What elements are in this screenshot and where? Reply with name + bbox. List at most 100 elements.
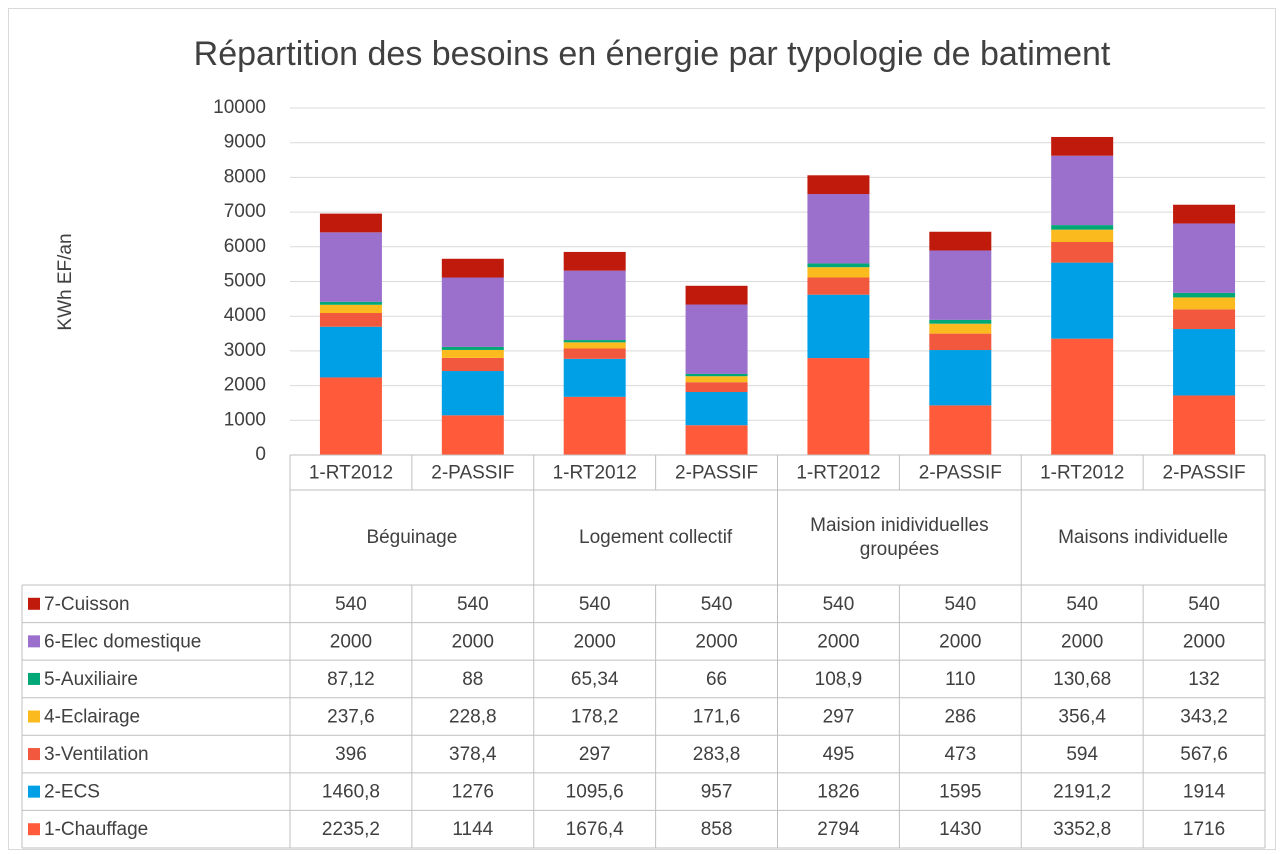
bar-segment [1173, 292, 1236, 298]
group-label-box: Logement collectif [534, 490, 778, 585]
table-cell: 2000 [330, 631, 372, 652]
table-cell: 297 [823, 707, 855, 728]
table-cell: 1095,6 [566, 782, 624, 803]
legend-label: 3-Ventilation [44, 744, 149, 765]
bar-segment [807, 194, 870, 264]
table-cell: 957 [701, 782, 733, 803]
group-label: Maisons individuelle [1058, 526, 1229, 548]
table-cell: 297 [579, 744, 611, 765]
bar-segment [563, 340, 626, 343]
bar-segment [563, 270, 626, 341]
x-tick-label: 1-RT2012 [309, 463, 393, 484]
table-cell: 1826 [817, 782, 859, 803]
y-tick-label: 1000 [224, 409, 266, 430]
x-tick-label: 1-RT2012 [1040, 463, 1124, 484]
legend-label: 7-Cuisson [44, 594, 130, 615]
table-cell: 2000 [452, 631, 494, 652]
table-cell: 495 [823, 744, 855, 765]
table-cell: 343,2 [1180, 707, 1228, 728]
legend-swatch [28, 710, 40, 723]
x-tick-label: 2-PASSIF [919, 463, 1002, 484]
table-cell: 1144 [452, 819, 493, 840]
table-cell: 178,2 [571, 707, 619, 728]
x-tick-label: 2-PASSIF [1163, 463, 1246, 484]
table-cell: 1914 [1183, 782, 1226, 803]
legend-swatch [28, 748, 40, 761]
bar-segment [319, 313, 382, 327]
y-tick-label: 2000 [224, 375, 266, 396]
y-tick-label: 5000 [224, 271, 266, 292]
bar-segment [441, 371, 504, 416]
legend-swatch [28, 785, 40, 798]
bar-segment [563, 251, 626, 271]
table-cell: 540 [579, 594, 611, 615]
y-tick-label: 0 [255, 444, 266, 465]
legend-label: 5-Auxiliaire [44, 669, 138, 690]
bar-segment [929, 405, 992, 455]
legend-swatch [28, 597, 40, 610]
legend-swatch [28, 635, 40, 648]
bar-segment [319, 304, 382, 314]
table-cell: 2235,2 [322, 819, 380, 840]
table-cell: 540 [944, 594, 976, 615]
bar-segment [319, 232, 382, 302]
table-cell: 540 [823, 594, 855, 615]
table-cell: 567,6 [1180, 744, 1228, 765]
table-cell: 2794 [817, 819, 860, 840]
table-cell: 540 [335, 594, 367, 615]
bar-segment [685, 285, 748, 305]
group-label-box: Maisons individuelle [1058, 526, 1229, 548]
group-label-wrap: Logement collectif [534, 490, 778, 585]
bar-segment [1173, 309, 1236, 330]
bar-segment [1051, 262, 1114, 339]
bar-segment [685, 382, 748, 393]
table-cell: 1460,8 [322, 782, 380, 803]
group-label-box: Maision inidividuelles groupées [778, 490, 1022, 585]
chart-title: Répartition des besoins en énergie par t… [194, 35, 1111, 73]
table-cell: 2000 [1183, 631, 1225, 652]
table-cell: 1676,4 [566, 819, 625, 840]
y-tick-label: 3000 [224, 340, 266, 361]
y-tick-label: 6000 [224, 236, 266, 257]
table-cell: 1276 [452, 782, 494, 803]
legend-swatch [28, 823, 40, 836]
table-cell: 356,4 [1058, 707, 1106, 728]
bar-segment [685, 376, 748, 383]
table-cell: 2000 [939, 631, 981, 652]
table-cell: 1595 [939, 782, 981, 803]
table-cell: 108,9 [815, 669, 863, 690]
group-label-wrap: Maision inidividuelles groupées [778, 490, 1022, 585]
table-cell: 66 [706, 669, 727, 690]
table-cell: 378,4 [449, 744, 497, 765]
bar-segment [929, 323, 992, 334]
bar-segment [1051, 155, 1114, 226]
table-cell: 540 [1188, 594, 1220, 615]
bar-segment [1173, 395, 1236, 455]
bar-segment [929, 231, 992, 251]
legend-label: 4-Eclairage [44, 707, 140, 728]
table-cell: 1716 [1183, 819, 1225, 840]
bar-segment [563, 358, 626, 397]
table-cell: 132 [1188, 669, 1220, 690]
table-cell: 2000 [574, 631, 616, 652]
table-cell: 396 [335, 744, 367, 765]
bar-segment [319, 377, 382, 455]
bar-segment [929, 333, 992, 351]
table-cell: 540 [1066, 594, 1098, 615]
bar-segment [1173, 329, 1236, 396]
table-cell: 858 [701, 819, 733, 840]
legend-swatch [28, 672, 40, 685]
table-cell: 1430 [939, 819, 981, 840]
bar-segment [807, 267, 870, 278]
table-cell: 286 [944, 707, 976, 728]
table-cell: 2000 [1061, 631, 1103, 652]
table-cell: 2000 [817, 631, 859, 652]
table-cell: 237,6 [327, 707, 375, 728]
table-cell: 228,8 [449, 707, 497, 728]
bar-segment [563, 342, 626, 349]
group-label: Maision inidividuelles groupées [810, 514, 989, 560]
bar-segment [807, 277, 870, 295]
table-cell: 87,12 [327, 669, 375, 690]
group-label: Béguinage [366, 526, 458, 548]
bar-segment [319, 326, 382, 378]
